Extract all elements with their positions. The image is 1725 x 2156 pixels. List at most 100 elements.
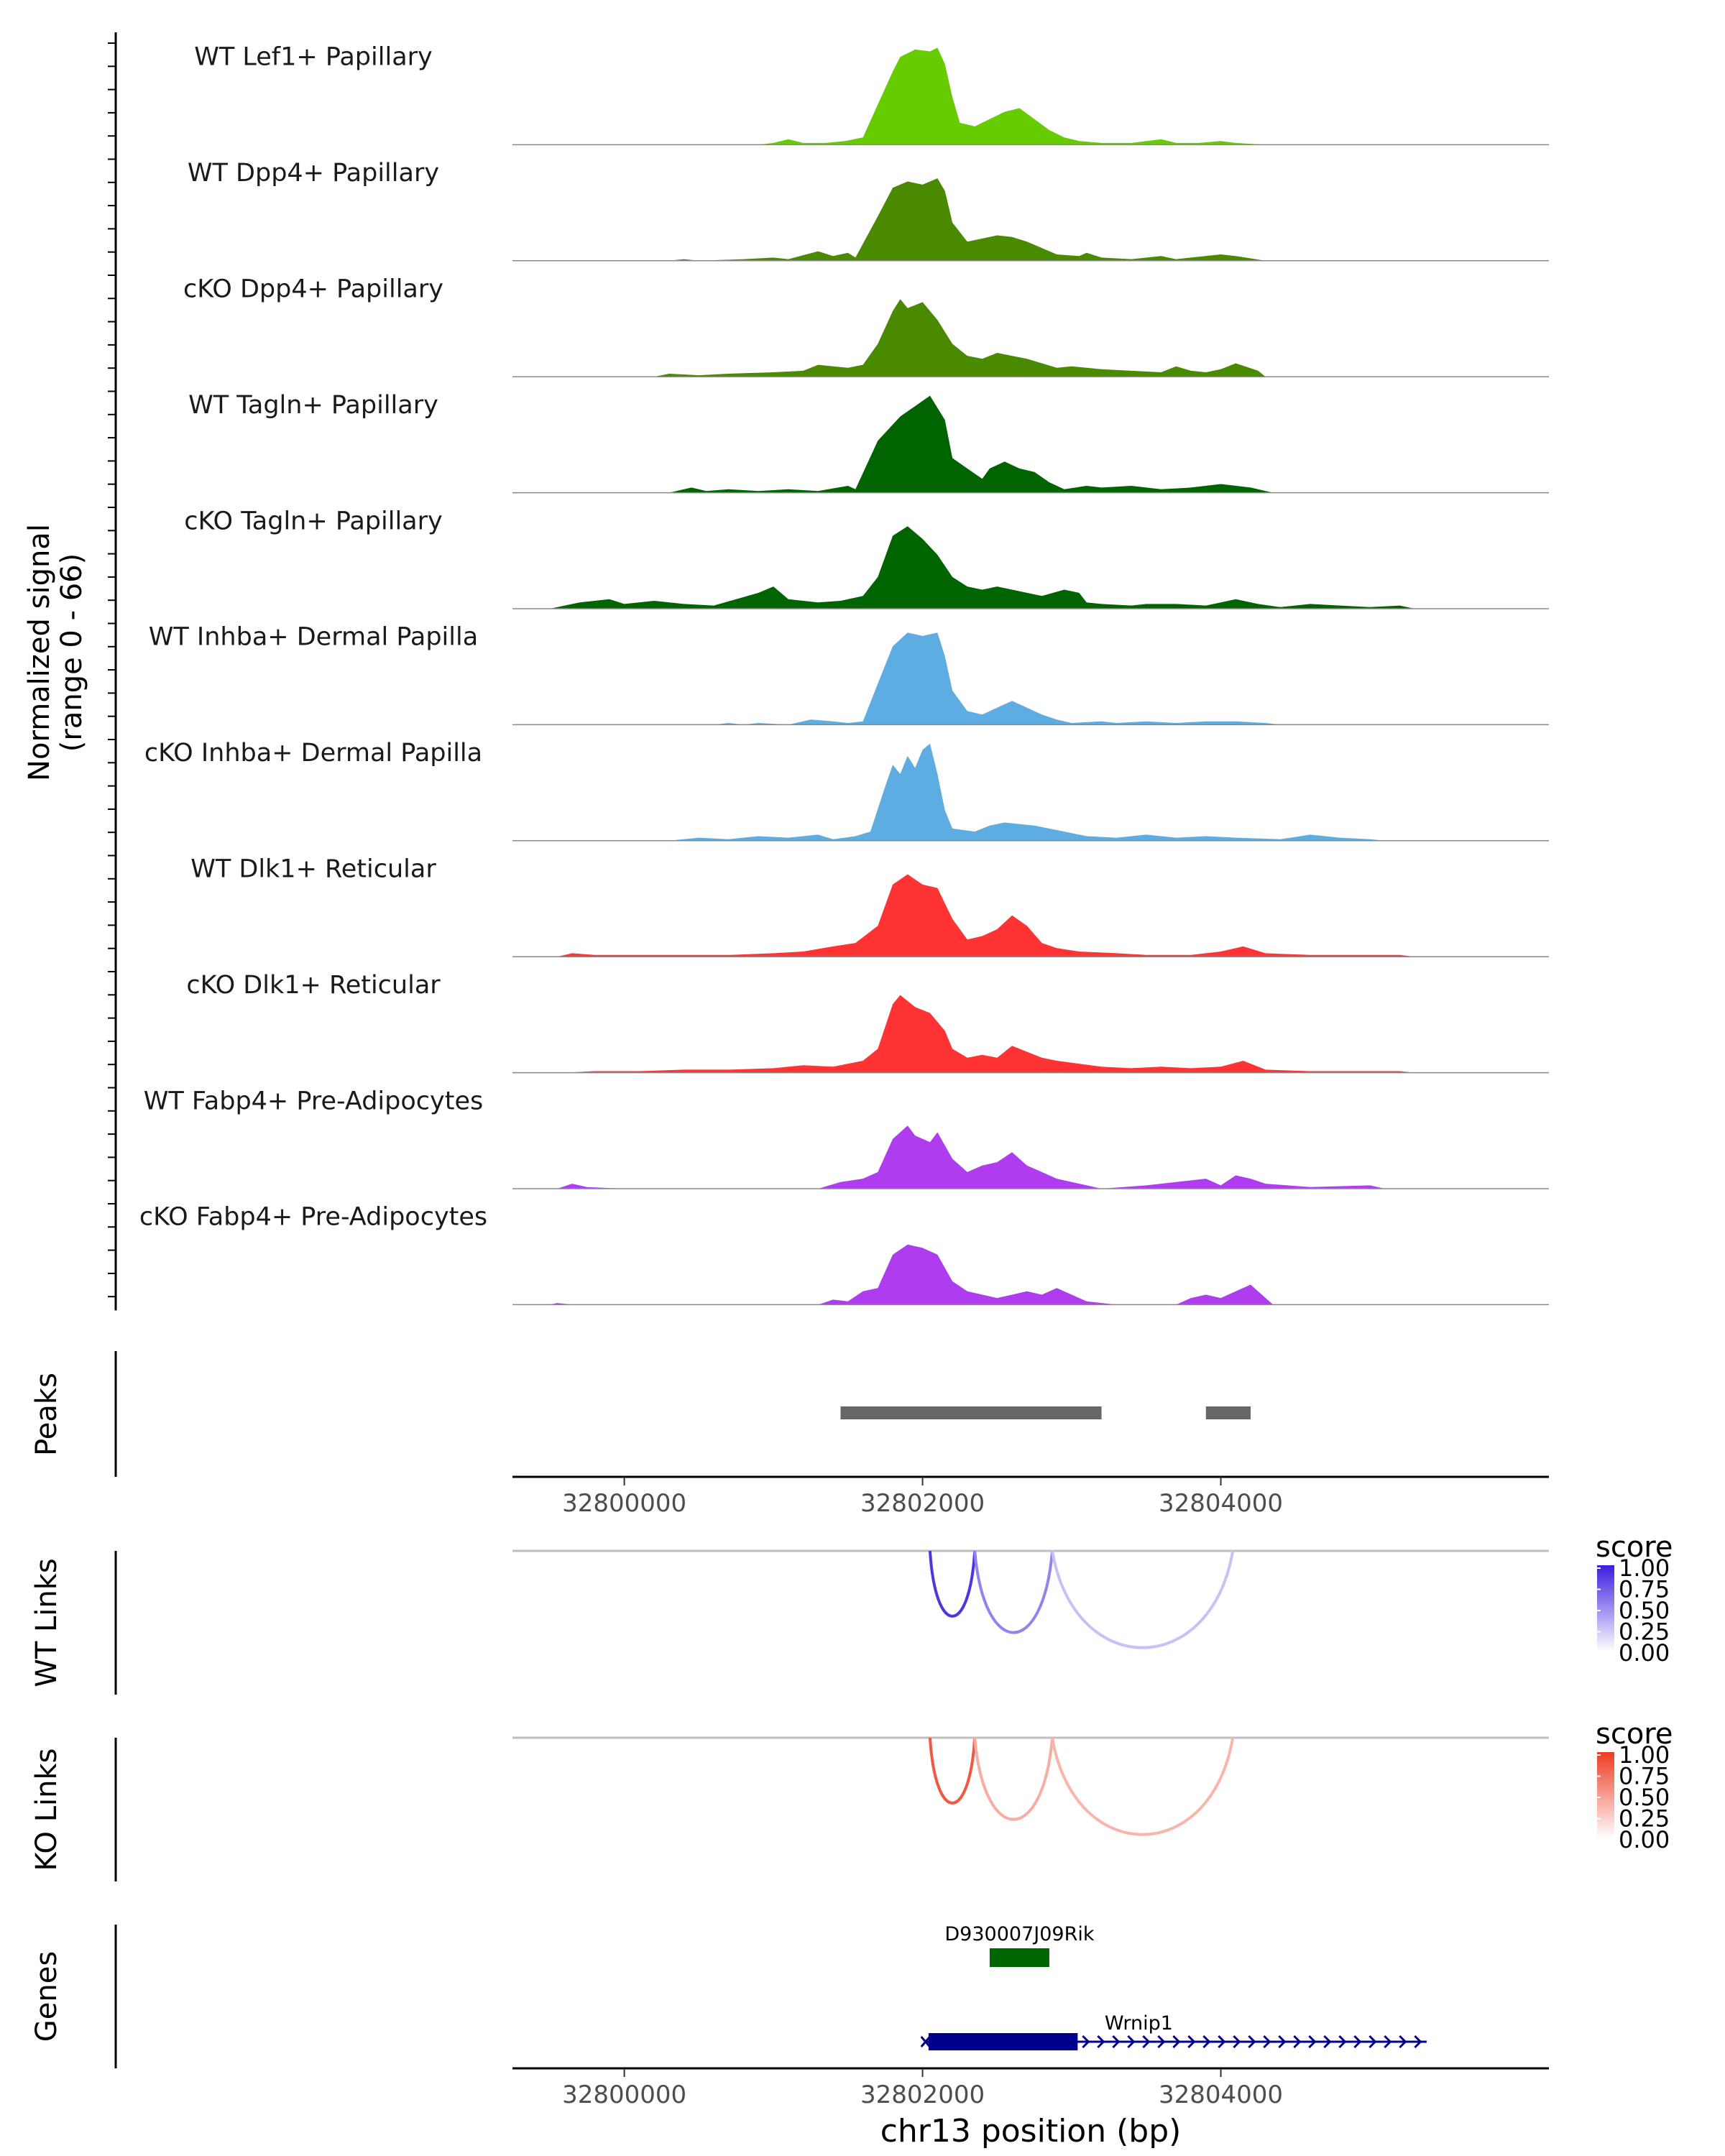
coverage-track: WT Fabp4+ Pre-Adipocytes: [144, 1087, 1549, 1189]
ko-links-label: KO Links: [30, 1749, 63, 1871]
x-axis-title: chr13 position (bp): [880, 2113, 1182, 2150]
legend-title: score: [1596, 1718, 1673, 1751]
strand-arrow: [1308, 2035, 1317, 2049]
gene-name-label: D930007J09Rik: [944, 1923, 1094, 1945]
legend-tick-label: 0.50: [1619, 1784, 1670, 1811]
legend-tick-label: 1.00: [1619, 1741, 1670, 1769]
strand-arrow: [1338, 2035, 1347, 2049]
x-axis-tick-label: 32802000: [860, 2081, 985, 2109]
track-label: WT Lef1+ Papillary: [194, 43, 433, 72]
x-axis-tick-label: 32800000: [562, 1489, 686, 1518]
coverage-track: WT Inhba+ Dermal Papilla: [149, 623, 1549, 726]
strand-arrow: [1414, 2035, 1422, 2049]
strand-arrow: [1368, 2035, 1377, 2049]
peak-region: [840, 1406, 1102, 1419]
coverage-track: cKO Inhba+ Dermal Papilla: [144, 739, 1549, 842]
legend-color-bar: [1597, 1752, 1614, 1838]
gene-model: D930007J09Rik: [944, 1923, 1095, 1967]
link-arc: [928, 1550, 977, 1618]
coverage-y-axis-label: Normalized signal: [23, 524, 56, 781]
legend-tick-label: 0.50: [1619, 1597, 1670, 1624]
strand-arrow: [1157, 2035, 1166, 2049]
strand-arrow: [1082, 2035, 1090, 2049]
gene-exon: [989, 1948, 1049, 1967]
legend-tick-label: 0.00: [1619, 1639, 1670, 1667]
peaks-panel: Peaks 32800000 32802000 32804000: [30, 1351, 1549, 1518]
coverage-track: WT Dlk1+ Reticular: [190, 855, 1549, 957]
track-label: WT Dpp4+ Papillary: [188, 159, 439, 188]
strand-arrow: [1233, 2035, 1241, 2049]
strand-arrow: [1218, 2035, 1226, 2049]
strand-arrow: [1187, 2035, 1196, 2049]
coverage-y-axis: [108, 32, 117, 1311]
coverage-tracks: WT Lef1+ Papillary WT Dpp4+ Papillary cKO …: [139, 43, 1549, 1306]
legend-tick-label: 0.25: [1619, 1618, 1670, 1646]
legend-tick-label: 1.00: [1619, 1554, 1670, 1582]
link-arc: [973, 1737, 1054, 1821]
strand-arrow: [1112, 2035, 1121, 2049]
coverage-area: [512, 299, 1549, 377]
genes-label: Genes: [30, 1951, 63, 2042]
strand-arrow: [1323, 2035, 1332, 2049]
coverage-area: [512, 178, 1549, 261]
coverage-area: [512, 995, 1549, 1073]
legend-tick-label: 0.00: [1619, 1826, 1670, 1853]
link-arc: [1051, 1737, 1235, 1836]
strand-arrow: [1127, 2035, 1136, 2049]
strand-arrow: [1142, 2035, 1151, 2049]
coverage-track: WT Lef1+ Papillary: [194, 43, 1549, 146]
x-axis-tick-label: 32800000: [562, 2081, 686, 2109]
gene-name-label: Wrnip1: [1105, 2012, 1173, 2035]
x-axis-tick-label: 32804000: [1159, 2081, 1283, 2109]
strand-arrow: [1202, 2035, 1211, 2049]
legend-color-bar: [1597, 1565, 1614, 1651]
wt-links-label: WT Links: [30, 1558, 63, 1687]
legend-tick-label: 0.75: [1619, 1576, 1670, 1603]
coverage-area: [512, 526, 1549, 609]
gene-exon: [928, 2033, 1078, 2050]
coverage-track: cKO Tagln+ Papillary: [184, 507, 1549, 609]
track-label: WT Tagln+ Papillary: [188, 391, 438, 420]
track-label: cKO Fabp4+ Pre-Adipocytes: [139, 1203, 487, 1232]
coverage-track: cKO Dlk1+ Reticular: [186, 971, 1549, 1074]
track-label: cKO Inhba+ Dermal Papilla: [144, 739, 482, 768]
coverage-area: [512, 395, 1549, 493]
strand-arrow: [1097, 2035, 1105, 2049]
track-label: WT Inhba+ Dermal Papilla: [149, 623, 478, 652]
coverage-track: WT Dpp4+ Papillary: [188, 159, 1549, 262]
track-label: WT Dlk1+ Reticular: [190, 855, 436, 884]
coverage-area: [512, 874, 1549, 957]
coverage-track: cKO Dpp4+ Papillary: [183, 275, 1549, 377]
coverage-y-axis-range-label: (range 0 - 66): [55, 553, 88, 752]
peak-region: [1205, 1406, 1251, 1419]
track-label: cKO Dpp4+ Papillary: [183, 275, 443, 304]
legend-title: score: [1596, 1531, 1673, 1564]
coverage-area: [512, 1125, 1549, 1189]
legend-tick-label: 0.25: [1619, 1805, 1670, 1833]
coverage-area: [512, 47, 1549, 145]
track-label: WT Fabp4+ Pre-Adipocytes: [144, 1087, 483, 1115]
track-label: cKO Tagln+ Papillary: [184, 507, 443, 535]
gene-start-marker: [920, 2036, 931, 2047]
peaks-x-axis: 32800000 32802000 32804000: [512, 1475, 1549, 1518]
legend-tick-label: 0.75: [1619, 1763, 1670, 1790]
link-arc: [928, 1737, 977, 1805]
strand-arrow: [1172, 2035, 1181, 2049]
peaks-label: Peaks: [30, 1373, 63, 1456]
coverage-track: WT Tagln+ Papillary: [188, 391, 1549, 494]
strand-arrow: [1353, 2035, 1362, 2049]
x-axis-tick-label: 32804000: [1159, 1489, 1283, 1518]
genes-panel: Genes D930007J09Rik Wrnip1 32800000 328020…: [30, 1923, 1549, 2109]
strand-arrow: [1293, 2035, 1302, 2049]
x-axis-tick-label: 32802000: [860, 1489, 985, 1518]
strand-arrow: [1278, 2035, 1287, 2049]
genes-x-axis: 32800000 32802000 32804000: [512, 2067, 1549, 2109]
coverage-area: [512, 1244, 1549, 1305]
link-arc: [1051, 1550, 1235, 1649]
link-arc: [973, 1550, 1054, 1634]
